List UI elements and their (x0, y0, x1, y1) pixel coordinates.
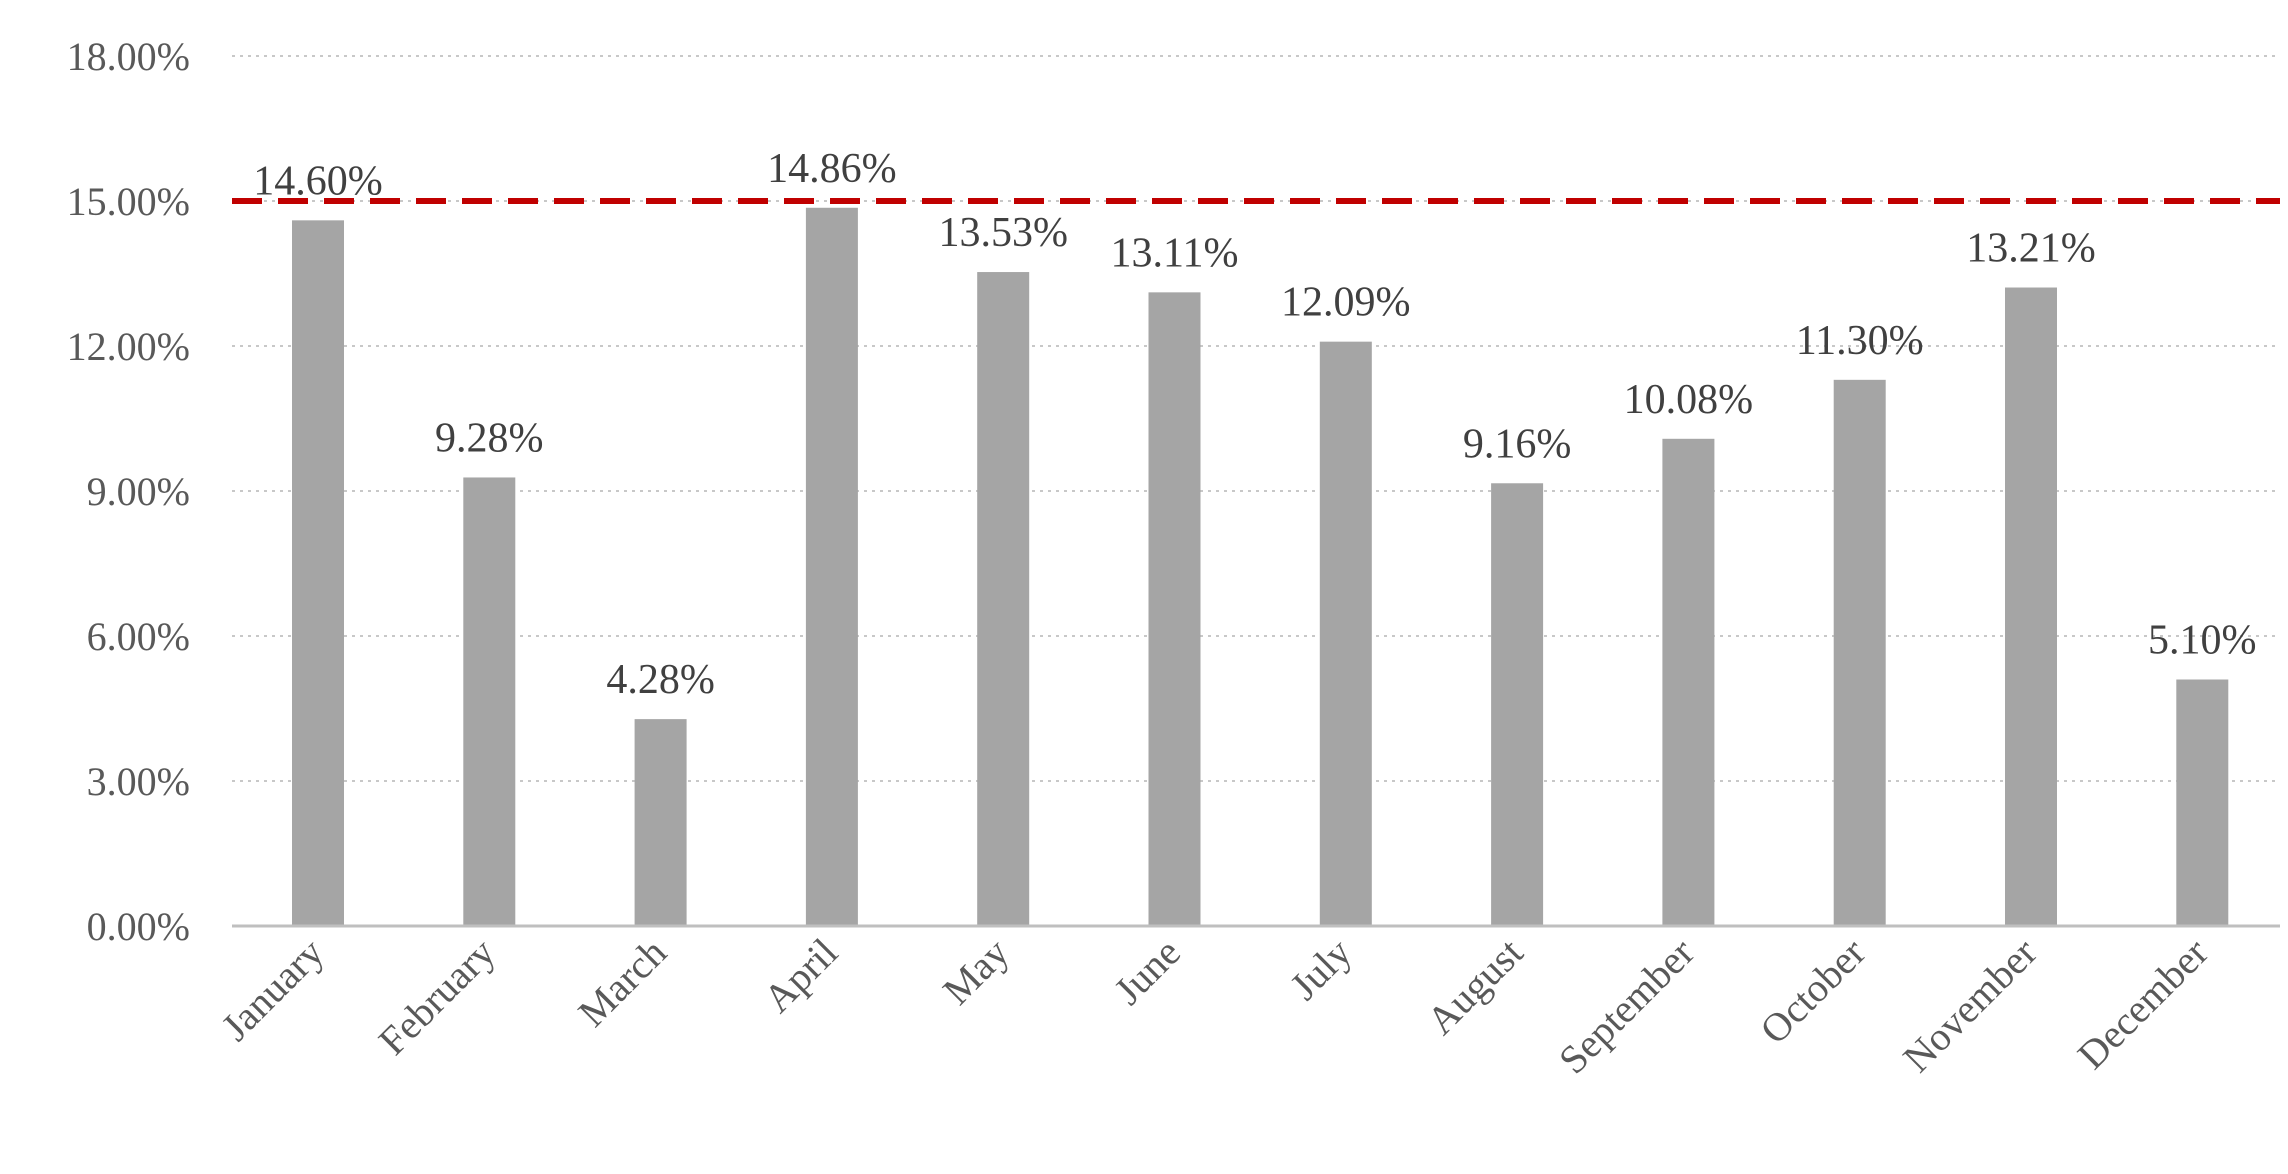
x-tick-label-june: June (1105, 930, 1189, 1014)
bar-january (292, 220, 344, 927)
bar-october (1833, 379, 1886, 926)
x-tick-label-july: July (1281, 930, 1360, 1009)
data-label-july: 12.09% (1281, 280, 1411, 326)
bar-august (1491, 483, 1544, 926)
y-tick-label: 0.00% (87, 904, 190, 949)
x-tick-label-august: August (1418, 930, 1532, 1044)
bar-april (805, 207, 858, 926)
y-tick-label: 3.00% (87, 759, 190, 804)
data-labels: 14.60% 9.28% 4.28% 14.86% 13.53% 13.11% 12.09%… (253, 146, 2256, 703)
data-label-february: 9.28% (435, 415, 544, 461)
data-label-june: 13.11% (1111, 230, 1239, 276)
data-label-september: 10.08% (1624, 377, 1754, 423)
data-label-march: 4.28% (606, 657, 715, 703)
x-tick-label-december: December (2069, 930, 2217, 1078)
bars (292, 207, 2229, 927)
bar-june (1148, 292, 1201, 927)
y-axis-tick-labels: 0.00% 3.00% 6.00% 9.00% 12.00% 15.00% 18.00% (67, 34, 190, 949)
x-tick-label-september: September (1550, 930, 1703, 1083)
x-tick-label-february: February (370, 930, 504, 1064)
bar-december (2176, 679, 2229, 926)
x-tick-label-march: March (569, 930, 675, 1036)
y-tick-label: 12.00% (67, 324, 190, 369)
data-label-october: 11.30% (1796, 318, 1924, 364)
bar-november (2005, 287, 2057, 926)
x-tick-label-april: April (755, 930, 847, 1022)
y-tick-label: 18.00% (67, 34, 190, 79)
bar-february (463, 477, 516, 926)
bar-march (634, 719, 687, 926)
x-tick-label-november: November (1894, 930, 2045, 1081)
bar-july (1319, 341, 1372, 926)
x-tick-label-may: May (934, 930, 1018, 1014)
data-label-august: 9.16% (1463, 421, 1572, 467)
data-label-december: 5.10% (2148, 618, 2257, 664)
data-label-november: 13.21% (1966, 226, 2096, 272)
y-tick-label: 6.00% (87, 614, 190, 659)
y-tick-label: 9.00% (87, 469, 190, 514)
x-tick-label-january: January (213, 930, 333, 1050)
data-label-january: 14.60% (253, 158, 383, 204)
data-label-may: 13.53% (938, 210, 1068, 256)
bar-may (977, 272, 1030, 926)
data-label-april: 14.86% (767, 146, 897, 192)
x-axis-category-labels: January February March April May June July Augu… (213, 930, 2217, 1083)
x-tick-label-october: October (1751, 930, 1874, 1053)
y-tick-label: 15.00% (67, 179, 190, 224)
bar-september (1662, 438, 1715, 926)
